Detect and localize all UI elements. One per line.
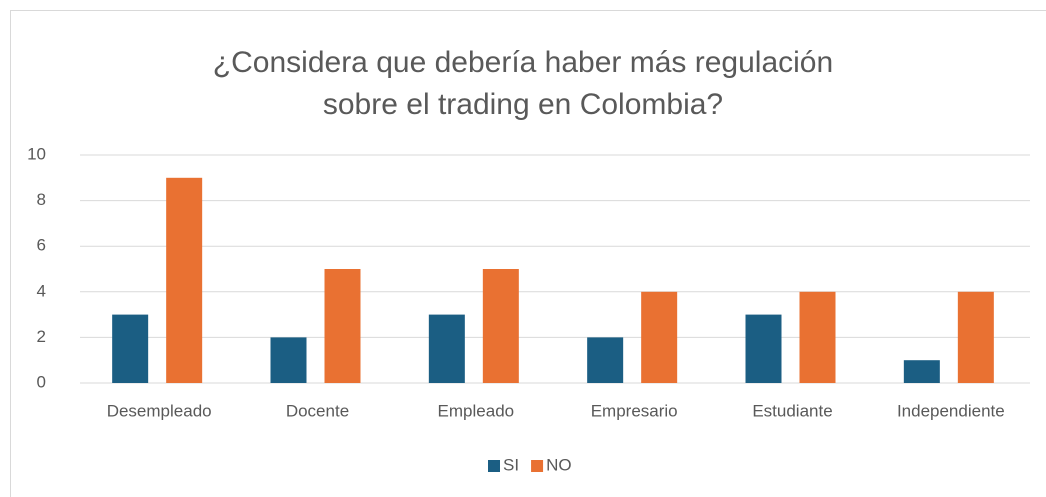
bar — [166, 177, 203, 383]
bar — [799, 291, 836, 383]
bar — [587, 337, 624, 383]
y-tick-label: 8 — [37, 190, 46, 209]
x-tick-label: Independiente — [897, 401, 1005, 420]
bar — [324, 269, 361, 383]
y-tick-label: 4 — [37, 281, 46, 300]
bar — [745, 314, 782, 383]
y-tick-label: 0 — [37, 372, 46, 391]
legend-label: SI — [503, 455, 519, 474]
bar — [112, 314, 149, 383]
legend-label: NO — [546, 455, 572, 474]
bar — [482, 269, 519, 383]
x-tick-label: Docente — [286, 401, 349, 420]
title-box: ¿Considera que debería haber más regulac… — [0, 42, 1046, 126]
x-tick-label: Desempleado — [107, 401, 212, 420]
chart-title: ¿Considera que debería haber más regulac… — [212, 46, 834, 121]
bar — [641, 291, 678, 383]
x-tick-label: Estudiante — [752, 401, 832, 420]
x-tick-label: Empleado — [438, 401, 515, 420]
bar — [428, 314, 465, 383]
chart-border — [10, 10, 1046, 497]
y-tick-label: 10 — [27, 144, 46, 163]
y-tick-label: 6 — [37, 236, 46, 255]
bar — [270, 337, 307, 383]
bar — [903, 360, 940, 383]
y-tick-label: 2 — [37, 327, 46, 346]
bar — [957, 291, 994, 383]
x-tick-label: Empresario — [591, 401, 678, 420]
legend-swatch — [531, 460, 544, 472]
legend-swatch — [488, 460, 500, 472]
